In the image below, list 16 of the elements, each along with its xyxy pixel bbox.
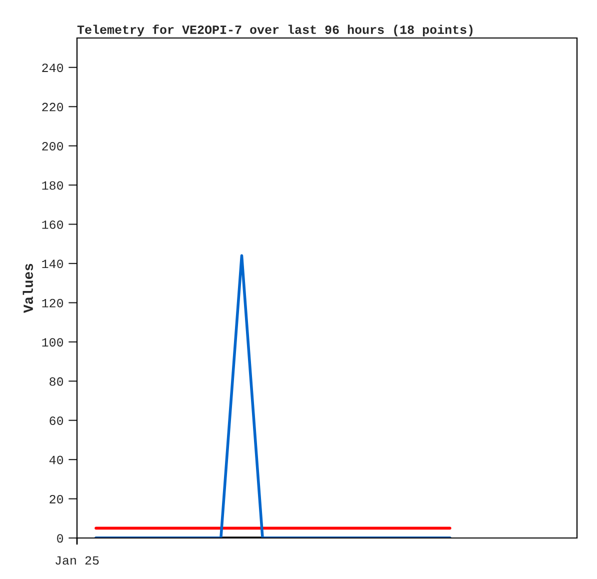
y-axis-title: Values (22, 264, 33, 313)
y-tick-label: 240 (42, 64, 64, 72)
y-tick-label: 0 (57, 534, 64, 543)
y-tick-label: 80 (50, 377, 64, 386)
y-tick-label: 20 (50, 494, 64, 504)
y-tick-label: 180 (42, 181, 64, 190)
y-tick-label: 160 (42, 220, 64, 229)
text: Jan 25 (56, 556, 99, 565)
y-tick-label: 220 (42, 102, 64, 112)
y-tick-label: 40 (49, 456, 64, 464)
y-tick-label: 100 (42, 338, 64, 347)
chart-title: Telemetry for VE2OPI-7 over last 96 hours (18 points) (77, 24, 472, 36)
y-tick-label: 140 (42, 260, 64, 268)
y-tick-label: 60 (50, 416, 64, 426)
y-tick-label: 120 (42, 298, 64, 308)
y-tick-label: 200 (42, 142, 64, 150)
